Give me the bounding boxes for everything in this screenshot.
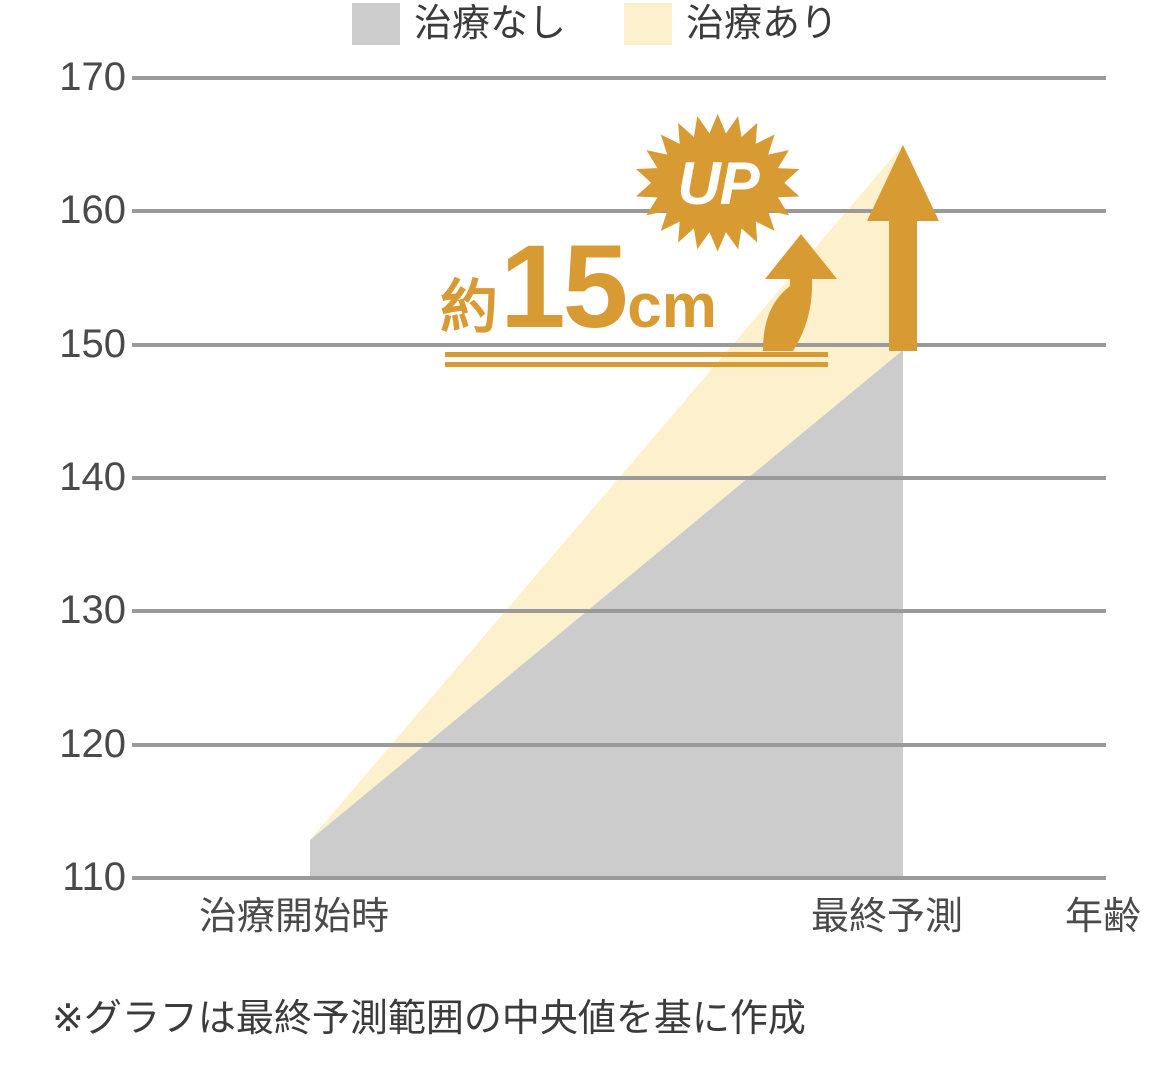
gridline-170 <box>132 76 1106 80</box>
xaxis-title-age: 年齢 <box>1065 896 1142 938</box>
xtick-label-final-prediction: 最終予測 <box>811 896 964 938</box>
legend-swatch-no-treatment <box>352 3 400 45</box>
gain-unit: cm <box>627 272 717 341</box>
gridline-150 <box>132 343 1106 347</box>
legend-swatch-with-treatment <box>624 3 673 45</box>
up-badge-label: UP <box>677 149 759 217</box>
legend-item-no-treatment: 治療なし <box>352 3 566 45</box>
footnote: ※グラフは最終予測範囲の中央値を基に作成 <box>52 998 806 1040</box>
ytick-label-110: 110 <box>62 855 126 899</box>
legend-label-with-treatment: 治療あり <box>686 3 839 45</box>
ytick-label-140: 140 <box>59 455 126 499</box>
gain-value: 15 <box>500 221 628 353</box>
xtick-label-treatment-start: 治療開始時 <box>199 896 390 938</box>
gridline-160 <box>132 209 1106 213</box>
legend: 治療なし 治療あり <box>352 2 838 46</box>
starburst-icon <box>636 113 800 252</box>
ytick-label-150: 150 <box>59 322 126 366</box>
gain-underline-bottom <box>445 362 828 367</box>
ytick-label-160: 160 <box>59 188 126 232</box>
ytick-label-170: 170 <box>59 55 126 99</box>
gridline-110 <box>132 876 1106 880</box>
curved-up-arrow-icon <box>763 234 837 351</box>
gain-underline-top <box>445 352 828 357</box>
gridline-140 <box>132 476 1106 480</box>
gain-annotation: 約 15 cm <box>440 228 717 348</box>
ytick-label-120: 120 <box>59 722 126 766</box>
legend-label-no-treatment: 治療なし <box>414 3 567 45</box>
up-badge: UP <box>636 101 800 265</box>
gridline-120 <box>132 743 1106 747</box>
legend-item-with-treatment: 治療あり <box>624 3 838 45</box>
gain-prefix: 約 <box>440 275 499 340</box>
gridline-130 <box>132 609 1106 613</box>
ytick-label-130: 130 <box>59 588 126 632</box>
straight-up-arrow-icon <box>867 145 939 351</box>
